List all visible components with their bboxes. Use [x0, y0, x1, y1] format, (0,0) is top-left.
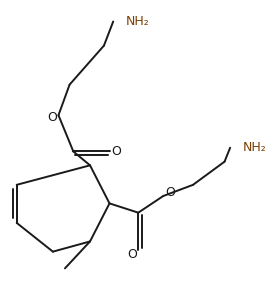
- Text: O: O: [165, 186, 175, 199]
- Text: O: O: [111, 145, 121, 158]
- Text: O: O: [127, 248, 137, 261]
- Text: NH₂: NH₂: [126, 15, 150, 28]
- Text: O: O: [47, 111, 57, 124]
- Text: NH₂: NH₂: [243, 141, 267, 154]
